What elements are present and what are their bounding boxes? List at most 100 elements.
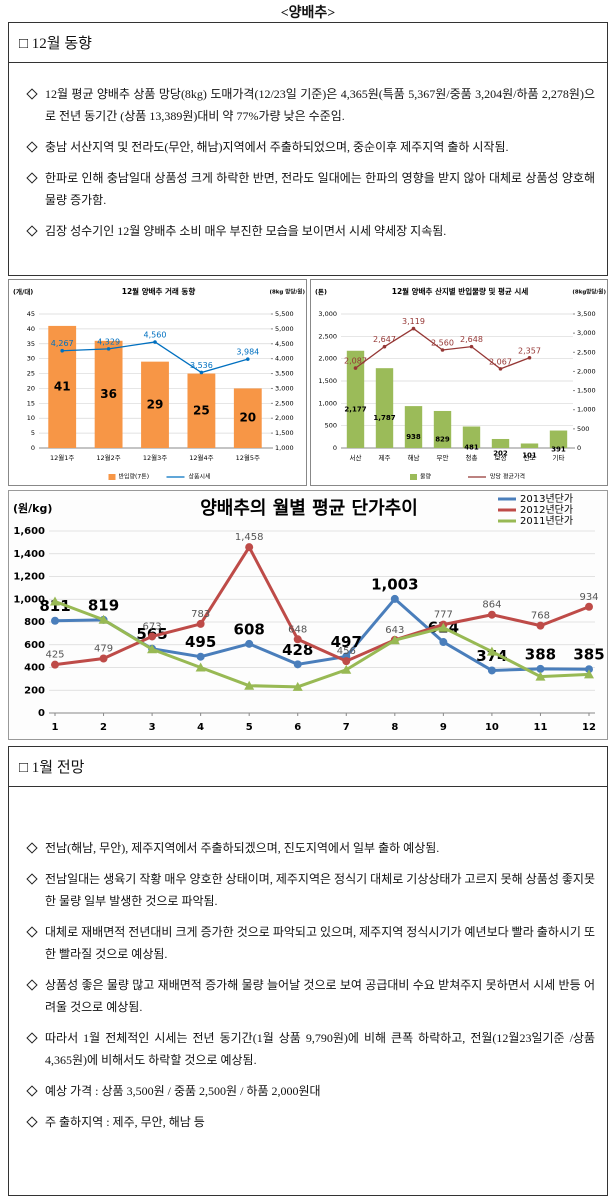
legend-label: 망당 평균가격 [490, 473, 525, 481]
point [342, 657, 351, 666]
point [196, 619, 205, 628]
data-label: 819 [88, 596, 119, 614]
bullet-item: 한파로 인해 충남일대 상품성 크게 하락한 반면, 전라도 일대에는 한파의 … [25, 167, 595, 211]
bar [346, 350, 365, 448]
bar [375, 368, 394, 448]
data-label: 2,067 [489, 357, 512, 366]
point [99, 654, 108, 663]
data-label: 3,119 [402, 317, 425, 326]
point [98, 614, 109, 624]
bar-label: 829 [435, 435, 450, 443]
point [527, 355, 532, 360]
y-tick-label: 1,200 [13, 572, 45, 583]
data-label: 2,648 [460, 335, 483, 344]
x-tick-label: 청총 [466, 453, 478, 462]
bullet-item: 따라서 1월 전체적인 시세는 전년 동기간(1월 상품 9,790원)에 비해… [25, 1027, 595, 1071]
point [195, 662, 206, 672]
y2-tick-label: 1,000 [577, 406, 596, 414]
point [51, 616, 59, 625]
y-tick-label: 10 [27, 414, 35, 422]
x-tick-label: 해남 [408, 453, 420, 462]
point [439, 638, 448, 647]
y-tick-label: 2,000 [318, 355, 337, 363]
chart: 12월 양배추 거래 동향 (개/대) (8kg 망당/원) 0 5 10 15 20 25 30… [8, 279, 307, 486]
data-label: 2,357 [518, 346, 541, 355]
bar [520, 443, 539, 448]
item-list: 전남(해남, 무안), 제주지역에서 주출하되겠으며, 진도지역에서 일부 출하… [9, 787, 607, 1133]
data-label: 768 [531, 611, 550, 622]
y-tick-label: 40 [27, 325, 35, 333]
point [469, 344, 474, 349]
legend-label: 반입량(7톤) [119, 473, 150, 481]
chart-title: 12월 양배추 산지별 반입물량 및 평균 시세 [392, 286, 529, 296]
bullet-item: 전남일대는 생육기 작황 매우 양호한 상태이며, 제주지역은 정식기 대체로 … [25, 868, 595, 912]
data-label: 864 [482, 600, 501, 611]
bar-label: 2,177 [344, 405, 366, 413]
data-label: 811 [39, 597, 70, 615]
data-label: 643 [385, 625, 404, 636]
point [153, 340, 157, 344]
bar [433, 410, 452, 448]
x-tick-label: 무안 [437, 453, 449, 462]
point [51, 660, 59, 669]
bar [48, 325, 77, 448]
point [487, 666, 496, 675]
bar [187, 373, 216, 448]
point [382, 344, 387, 349]
bullet-item: 김장 성수기인 12월 양배추 소비 매우 부진한 모습을 보이면서 시세 약세… [25, 220, 595, 242]
chart: 12월 양배추 산지별 반입물량 및 평균 시세 (톤) (8kg망당/원) 0 500… [310, 279, 608, 486]
data-label: 4,267 [51, 339, 74, 348]
point [244, 680, 255, 690]
y2-tick-label: 1,500 [275, 429, 294, 437]
y-tick-label: 3,000 [318, 310, 337, 318]
y-axis-label: (개/대) [13, 287, 33, 296]
y2-tick-label: 2,500 [577, 348, 596, 356]
data-label: 497 [331, 633, 362, 651]
y2-tick-label: 3,000 [577, 329, 596, 337]
chart: 양배추의 월별 평균 단가추이 (원/kg) 0 200 400 600 800 1,000 1… [8, 490, 608, 740]
page-title: <양배추> [280, 6, 336, 21]
x-tick-label: 10 [485, 722, 499, 733]
y2-tick-label: 1,000 [275, 444, 294, 452]
data-label: 777 [434, 610, 453, 621]
x-tick-label: 7 [343, 722, 350, 733]
data-label: 388 [525, 645, 556, 663]
x-tick-label: 12월3주 [143, 453, 167, 462]
point [293, 635, 302, 644]
point [440, 348, 445, 352]
point [486, 646, 497, 656]
bar-label: 36 [100, 387, 117, 401]
data-label: 934 [579, 592, 598, 603]
bullet-item: 전남(해남, 무안), 제주지역에서 주출하되겠으며, 진도지역에서 일부 출하… [25, 837, 595, 859]
point [438, 622, 449, 632]
y-tick-label: 0 [38, 708, 45, 719]
x-tick-label: 6 [294, 722, 301, 733]
point [389, 635, 400, 645]
data-label: 1,003 [371, 575, 418, 593]
data-label: 2,560 [431, 338, 454, 347]
y2-tick-label: 500 [577, 425, 589, 433]
y-axis-label: (톤) [315, 287, 327, 296]
y-tick-label: 15 [27, 399, 35, 407]
x-tick-label: 4 [197, 722, 204, 733]
x-tick-label: 12월1주 [50, 453, 74, 462]
bar [141, 361, 169, 448]
point [390, 594, 399, 603]
y2-tick-label: 3,500 [275, 370, 294, 378]
bar-label: 391 [551, 445, 566, 453]
point [50, 596, 60, 606]
data-label: 3,536 [190, 361, 213, 370]
point [292, 681, 303, 691]
point [199, 370, 204, 375]
data-label: 3,984 [236, 348, 259, 357]
legend-swatch [108, 474, 116, 480]
x-tick-label: 서산 [350, 453, 362, 462]
bar-label: 29 [147, 397, 164, 411]
chart-title: 양배추의 월별 평균 단가추이 [200, 498, 418, 519]
point [196, 652, 205, 661]
data-label: 385 [573, 646, 604, 664]
y-tick-label: 1,000 [13, 594, 45, 605]
bullet-item: 주 출하지역 : 제주, 무안, 해남 등 [25, 1111, 595, 1133]
chart-title: 12월 양배추 거래 동향 [122, 286, 196, 296]
